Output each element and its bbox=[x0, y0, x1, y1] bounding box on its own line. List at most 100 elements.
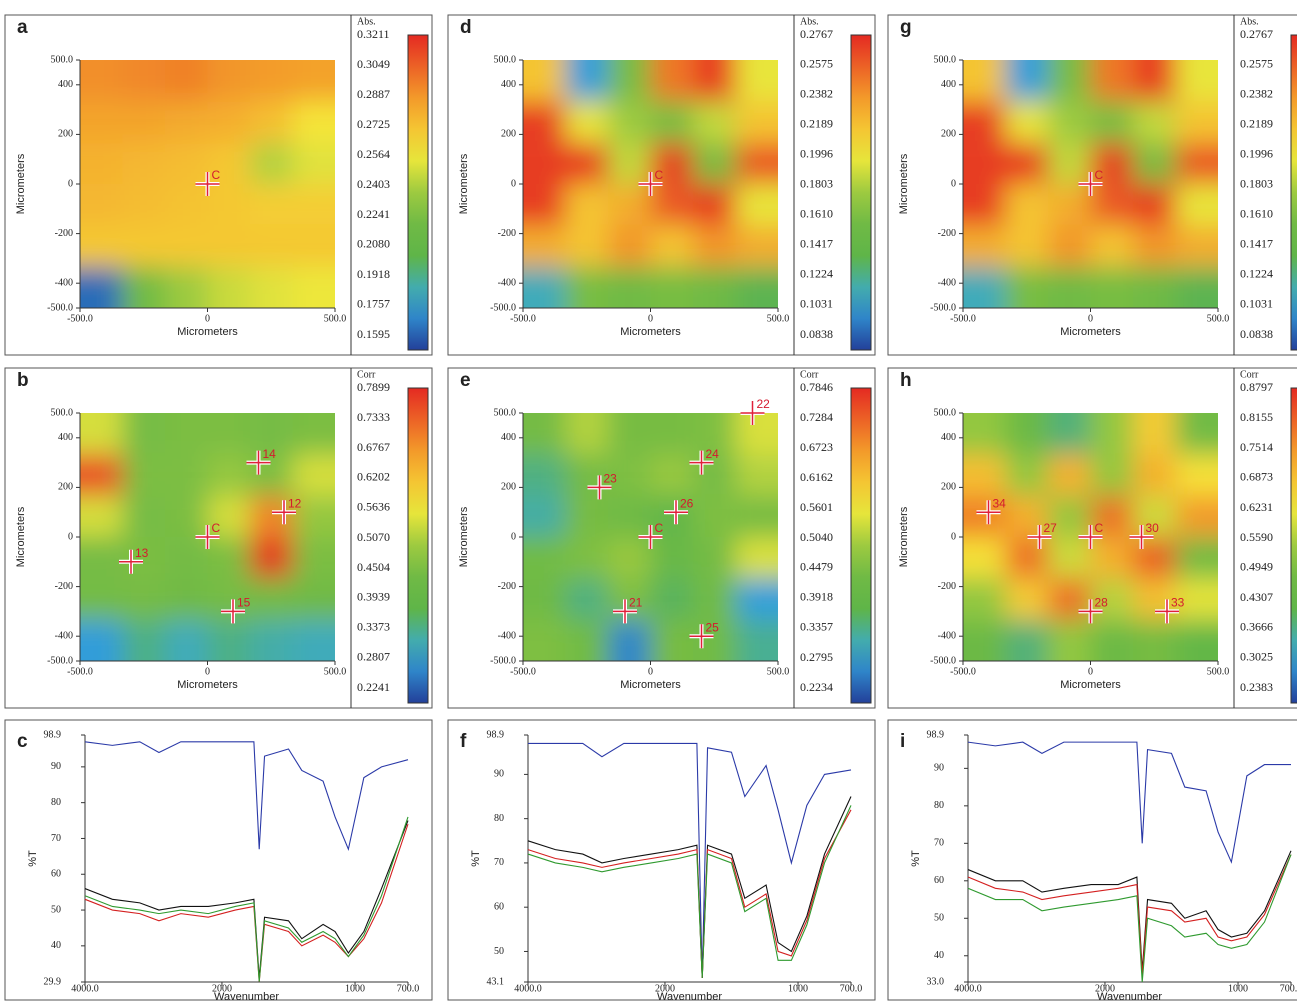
heatmap-cell bbox=[1090, 495, 1133, 537]
heatmap-cell bbox=[1048, 454, 1091, 496]
marker-label: 13 bbox=[135, 546, 149, 560]
y-tick-label: -500.0 bbox=[930, 655, 956, 666]
heatmap-cell bbox=[165, 60, 208, 102]
marker-label: 23 bbox=[604, 472, 618, 486]
heatmap-cell bbox=[250, 225, 293, 267]
y-tick-label: 40 bbox=[934, 950, 944, 961]
heatmap-cell bbox=[80, 266, 123, 308]
colorbar-tick-label: 0.6231 bbox=[1240, 500, 1273, 514]
heatmap-cell bbox=[122, 225, 165, 267]
heatmap-cell bbox=[1090, 142, 1133, 184]
heatmap-cell bbox=[292, 537, 335, 579]
heatmap-cell bbox=[122, 142, 165, 184]
heatmap-cell bbox=[122, 184, 165, 226]
y-tick-label: -500.0 bbox=[47, 302, 73, 313]
heatmap-cells bbox=[80, 413, 335, 661]
heatmap-cell bbox=[1005, 266, 1048, 308]
colorbar-tick-label: 0.2807 bbox=[357, 650, 390, 664]
x-tick-label: 1000 bbox=[1228, 983, 1248, 994]
heatmap-cell bbox=[693, 225, 736, 267]
heatmap-cell bbox=[80, 60, 123, 102]
colorbar-tick-label: 0.3918 bbox=[800, 590, 833, 604]
heatmap-cell bbox=[250, 495, 293, 537]
heatmap-cell bbox=[650, 619, 693, 661]
heatmap-cell bbox=[565, 454, 608, 496]
y-tick-label: 200 bbox=[58, 129, 73, 140]
colorbar-tick-label: 0.6202 bbox=[357, 470, 390, 484]
colorbar-tick-label: 0.1031 bbox=[800, 297, 833, 311]
x-axis-label: Micrometers bbox=[177, 679, 238, 691]
colorbar-tick-label: 0.7899 bbox=[357, 380, 390, 394]
heatmap-cell bbox=[165, 578, 208, 620]
x-tick-label: 700.0 bbox=[840, 983, 863, 994]
heatmap-cell bbox=[693, 495, 736, 537]
y-tick-label: 43.1 bbox=[487, 976, 505, 987]
heatmap-cell bbox=[250, 537, 293, 579]
heatmap-cell bbox=[1175, 60, 1218, 102]
y-tick-label: -400 bbox=[55, 630, 73, 641]
colorbar-tick-label: 0.2767 bbox=[1240, 27, 1273, 41]
heatmap-cell bbox=[1005, 184, 1048, 226]
y-tick-label: -200 bbox=[938, 581, 956, 592]
marker-label: 30 bbox=[1146, 521, 1160, 535]
heatmap-cell bbox=[735, 413, 778, 455]
colorbar-tick-label: 0.2189 bbox=[800, 117, 833, 131]
heatmap-cell bbox=[1005, 578, 1048, 620]
panel: d 500.0 400 200 0 -200 -400 -500.0-500.0 0 500.0 M… bbox=[447, 14, 876, 356]
x-tick-label: 2000 bbox=[1095, 983, 1115, 994]
heatmap-cell bbox=[1090, 266, 1133, 308]
y-tick-label: 400 bbox=[58, 432, 73, 443]
x-axis-label: Wavenumber bbox=[1097, 991, 1162, 1001]
y-tick-label: -500.0 bbox=[490, 655, 516, 666]
marker-label: 26 bbox=[680, 496, 694, 510]
heatmap-cell bbox=[165, 225, 208, 267]
marker-label: C bbox=[212, 521, 221, 535]
x-tick-label: 0 bbox=[648, 666, 653, 677]
heatmap-cell bbox=[165, 142, 208, 184]
heatmap bbox=[80, 413, 335, 661]
heatmap-cell bbox=[565, 225, 608, 267]
panel: a 500.0 400 200 0 -200 -400 -500.0-500.0 0 500.0 M… bbox=[4, 14, 433, 356]
heatmap-cell bbox=[565, 413, 608, 455]
panel: h 500.0 400 200 0 -200 -400 -500.0-500.0 0 500.0 M… bbox=[887, 367, 1297, 709]
heatmap-cell bbox=[250, 619, 293, 661]
heatmap-cell bbox=[122, 619, 165, 661]
heatmap-cell bbox=[1175, 495, 1218, 537]
heatmap-cell bbox=[1133, 578, 1176, 620]
y-tick-label: 500.0 bbox=[494, 54, 517, 65]
heatmap-cell bbox=[250, 142, 293, 184]
marker-label: C bbox=[212, 168, 221, 182]
marker bbox=[119, 549, 143, 574]
panel: g 500.0 400 200 0 -200 -400 -500.0-500.0 0 500.0 M… bbox=[887, 14, 1297, 356]
colorbar-tick-label: 0.1996 bbox=[1240, 147, 1273, 161]
x-tick-label: -500.0 bbox=[510, 313, 536, 324]
heatmap-cell bbox=[650, 537, 693, 579]
marker-label: 21 bbox=[629, 596, 643, 610]
heatmap-cell bbox=[165, 537, 208, 579]
marker bbox=[587, 475, 612, 500]
marker bbox=[638, 525, 663, 549]
heatmap-cell bbox=[250, 578, 293, 620]
y-tick-label: 29.9 bbox=[44, 976, 62, 987]
colorbar-tick-label: 0.1031 bbox=[1240, 297, 1273, 311]
x-tick-label: -500.0 bbox=[950, 313, 976, 324]
x-tick-label: 700.0 bbox=[397, 983, 420, 994]
heatmap-cell bbox=[1048, 101, 1091, 143]
colorbar bbox=[1290, 34, 1297, 351]
heatmap-cell bbox=[1005, 60, 1048, 102]
heatmap-cell bbox=[292, 101, 335, 143]
heatmap-cell bbox=[207, 60, 250, 102]
y-axis-label: Micrometers bbox=[15, 506, 27, 567]
colorbar-tick-label: 0.2725 bbox=[357, 117, 390, 131]
heatmap bbox=[523, 413, 778, 661]
spectrum-line bbox=[84, 816, 409, 982]
heatmap-cell bbox=[523, 225, 566, 267]
y-tick-label: 80 bbox=[934, 800, 944, 811]
x-tick-label: 500.0 bbox=[324, 666, 347, 677]
heatmap-cell bbox=[1048, 619, 1091, 661]
heatmap-cell bbox=[565, 184, 608, 226]
heatmap-cell bbox=[1005, 537, 1048, 579]
heatmap-cell bbox=[963, 495, 1006, 537]
heatmap-cell bbox=[207, 619, 250, 661]
